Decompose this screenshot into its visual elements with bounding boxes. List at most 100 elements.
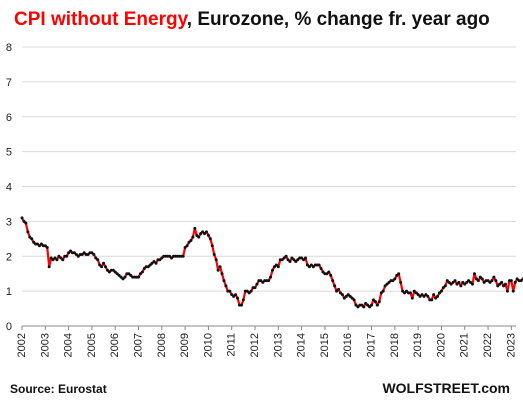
data-point — [280, 258, 284, 262]
data-point — [22, 219, 26, 223]
data-point — [158, 258, 162, 262]
data-point — [430, 298, 434, 302]
brand-watermark: WOLFSTREET.com — [382, 380, 510, 396]
data-point — [220, 272, 224, 276]
data-point — [515, 277, 519, 281]
data-point — [199, 232, 203, 236]
data-point — [371, 298, 375, 302]
data-point — [115, 272, 119, 276]
data-point — [117, 273, 121, 277]
data-point — [362, 305, 366, 309]
data-point — [271, 268, 274, 272]
data-point — [57, 254, 61, 258]
data-point — [488, 280, 492, 284]
data-point — [24, 221, 28, 225]
x-tick-label: 2018 — [389, 333, 401, 357]
data-point — [434, 296, 438, 300]
data-point — [459, 284, 463, 288]
data-point — [344, 294, 348, 298]
data-point — [201, 230, 205, 234]
data-point — [408, 291, 412, 295]
data-point — [366, 303, 370, 307]
data-point — [500, 280, 504, 284]
data-point — [104, 265, 107, 269]
data-point — [138, 272, 142, 276]
data-point — [168, 254, 172, 258]
data-point — [352, 298, 356, 302]
data-point — [377, 300, 381, 304]
data-point — [26, 230, 30, 234]
data-point — [286, 258, 290, 262]
data-point — [146, 265, 150, 269]
data-point — [338, 291, 342, 295]
data-point — [272, 265, 276, 269]
data-point — [480, 277, 484, 281]
data-point — [391, 279, 395, 283]
data-point — [469, 280, 473, 284]
data-point — [449, 282, 453, 286]
y-tick-label: 4 — [6, 182, 12, 194]
x-tick-label: 2014 — [296, 333, 308, 357]
data-point — [329, 273, 333, 277]
data-point — [100, 265, 104, 269]
chart-title-rest: , Eurozone, % change fr. year ago — [187, 9, 490, 30]
data-point — [447, 280, 451, 284]
data-point — [420, 293, 424, 297]
data-point — [191, 235, 195, 239]
y-tick-label: 6 — [6, 112, 12, 124]
data-point — [346, 293, 350, 297]
data-point — [98, 263, 102, 267]
chart-title: CPI without Energy, Eurozone, % change f… — [14, 9, 490, 30]
data-point — [86, 253, 90, 257]
data-point — [218, 265, 222, 269]
data-point — [472, 272, 476, 276]
x-tick-label: 2016 — [342, 333, 354, 357]
data-point — [183, 246, 187, 250]
x-tick-label: 2017 — [366, 333, 378, 357]
data-point — [375, 303, 379, 307]
data-point — [90, 251, 94, 255]
data-point — [296, 258, 300, 262]
data-point — [230, 293, 234, 297]
data-point — [333, 284, 337, 288]
data-point — [206, 233, 210, 237]
data-point — [47, 265, 51, 269]
gridlines — [22, 46, 516, 292]
data-point — [496, 284, 500, 288]
data-point — [212, 253, 216, 257]
x-tick-label: 2013 — [272, 333, 284, 357]
x-tick-label: 2011 — [226, 333, 238, 357]
data-point — [140, 270, 144, 274]
data-point — [105, 268, 109, 272]
data-point — [67, 251, 71, 255]
data-point — [102, 261, 106, 265]
data-point — [432, 293, 436, 297]
data-point — [20, 216, 24, 220]
data-point — [94, 256, 98, 260]
data-point — [327, 270, 331, 274]
x-tick-label: 2019 — [412, 333, 424, 357]
y-tick-label: 7 — [6, 77, 12, 89]
data-point — [457, 280, 461, 284]
source-note: Source: Eurostat — [10, 382, 107, 396]
data-point — [505, 289, 509, 293]
data-point — [142, 266, 146, 270]
data-point — [234, 293, 238, 297]
data-point — [418, 294, 422, 298]
data-point — [414, 291, 418, 295]
data-point — [39, 242, 43, 246]
data-point — [28, 235, 32, 239]
data-point — [96, 258, 100, 262]
data-point — [210, 244, 214, 248]
data-point — [121, 277, 125, 281]
data-point — [426, 294, 430, 298]
data-point — [59, 256, 63, 260]
x-tick-label: 2002 — [16, 333, 28, 357]
data-point — [49, 256, 53, 260]
data-point — [111, 268, 115, 272]
data-point — [504, 282, 508, 286]
data-point — [482, 280, 486, 284]
data-point — [195, 233, 199, 237]
data-point — [370, 303, 374, 307]
